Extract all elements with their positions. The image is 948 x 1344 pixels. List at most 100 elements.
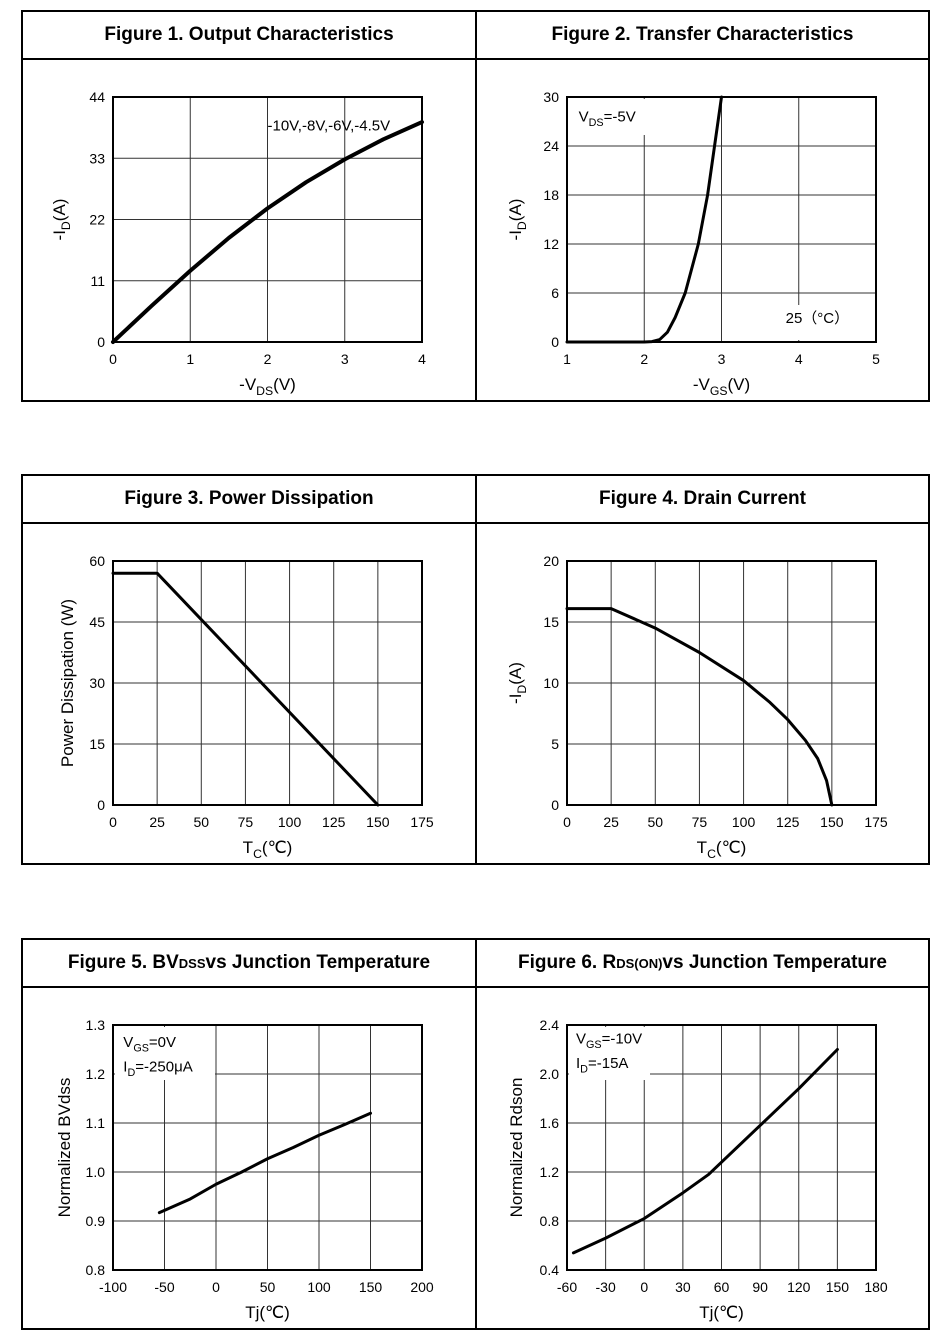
x-tick-label: 175 (864, 814, 888, 830)
y-tick-label: 0.8 (86, 1262, 106, 1278)
x-tick-label: 200 (410, 1279, 434, 1295)
x-tick-label: 2 (264, 351, 272, 367)
x-tick-label: 75 (692, 814, 708, 830)
x-tick-label: -100 (99, 1279, 127, 1295)
series-line (111, 120, 424, 344)
x-tick-label: 25 (603, 814, 619, 830)
x-axis-label: TC(℃) (243, 838, 293, 861)
annotation: VGS=0V (123, 1034, 176, 1055)
x-tick-label: 4 (418, 351, 426, 367)
x-tick-label: 0 (212, 1279, 220, 1295)
plot-frame (112, 560, 423, 806)
chart-2: 1 2 3 4 50612182430VDS=-5V25（°C）-VGS(V)-ID(A… (506, 89, 880, 398)
y-tick-label: 2.4 (540, 1017, 560, 1033)
y-axis-label: -ID(A) (50, 199, 73, 241)
y-tick-label: 18 (543, 187, 559, 203)
x-axis-label: -VGS(V) (693, 375, 750, 398)
figure-title: Figure 4. Drain Current (477, 476, 928, 524)
y-tick-label: 60 (89, 553, 105, 569)
x-tick-label: 60 (714, 1279, 730, 1295)
figure-panel-4: Figure 4. Drain Current (475, 474, 930, 865)
y-tick-label: 10 (543, 675, 559, 691)
figure-title: Figure 3. Power Dissipation (23, 476, 475, 524)
chart-6: -60 -30 0 30 60 90 120 150 180 0.4 0.8 1.2 1.6 2.0 2.4… (507, 1017, 888, 1322)
x-tick-label: 0 (563, 814, 571, 830)
y-tick-label: 44 (89, 89, 105, 105)
x-tick-label: 50 (647, 814, 663, 830)
y-axis-label: -ID(A) (506, 662, 529, 704)
y-tick-label: 0 (97, 334, 105, 350)
x-tick-label: 0 (109, 814, 117, 830)
y-tick-label: 1.3 (86, 1017, 106, 1033)
figure-panel-2: Figure 2. Transfer Characteristics (475, 10, 930, 402)
x-tick-label: 175 (410, 814, 434, 830)
series-line (565, 607, 834, 807)
figure-title: Figure 6. R DS(ON) vs Junction Temperatur… (477, 940, 928, 988)
x-tick-label: 125 (776, 814, 800, 830)
x-tick-label: 180 (864, 1279, 888, 1295)
x-axis-label: Tj(℃) (699, 1303, 744, 1322)
x-tick-label: 125 (322, 814, 346, 830)
plot-frame (566, 560, 877, 806)
x-axis-label: -VDS(V) (239, 375, 296, 398)
x-tick-label: 3 (718, 351, 726, 367)
chart-4: 0 25 50 75 100 125 150 175 0 5 10 15 20 TC(℃) -ID(A) (506, 553, 888, 861)
y-tick-label: 30 (89, 675, 105, 691)
x-tick-label: 120 (787, 1279, 811, 1295)
y-tick-label: 1.2 (86, 1066, 106, 1082)
y-tick-label: 0.4 (540, 1262, 560, 1278)
y-tick-label: 24 (543, 138, 559, 154)
x-tick-label: 100 (732, 814, 756, 830)
annotation: VDS=-5V (579, 109, 636, 130)
x-tick-label: 2 (640, 351, 648, 367)
y-tick-label: 1.2 (540, 1164, 560, 1180)
x-tick-label: 0 (640, 1279, 648, 1295)
x-tick-label: 100 (307, 1279, 331, 1295)
series-line (565, 95, 723, 344)
x-tick-label: 90 (752, 1279, 768, 1295)
series-line (571, 1048, 839, 1255)
y-tick-label: 1.0 (86, 1164, 106, 1180)
figure-panel-6: Figure 6. R DS(ON) vs Junction Temperatur… (475, 938, 930, 1330)
figure-title: Figure 5. BV DSS vs Junction Temperature (23, 940, 475, 988)
annotation: 25（°C） (786, 310, 850, 327)
series-line (111, 571, 380, 807)
x-tick-label: 50 (193, 814, 209, 830)
x-tick-label: 1 (563, 351, 571, 367)
x-tick-label: 3 (341, 351, 349, 367)
x-tick-label: 25 (149, 814, 165, 830)
y-axis-label: Power Dissipation (W) (58, 599, 77, 767)
annotation: -10V,-8V,-6V,-4.5V (268, 117, 391, 134)
y-tick-label: 15 (543, 614, 559, 630)
y-tick-label: 11 (90, 273, 105, 289)
plot-frame (112, 1024, 423, 1271)
chart-1: 0 1 2 3 4 0 11 22 33 44 -10V,-8V,-6V,-4.5V -VDS(V) -… (50, 89, 426, 398)
plot-frame (112, 96, 423, 343)
x-tick-label: 4 (795, 351, 803, 367)
x-tick-label: -50 (154, 1279, 174, 1295)
y-tick-label: 2.0 (540, 1066, 560, 1082)
x-axis-label: TC(℃) (697, 838, 747, 861)
x-axis-label: Tj(℃) (245, 1303, 290, 1322)
y-tick-label: 0.9 (86, 1213, 106, 1229)
y-tick-label: 22 (89, 212, 105, 228)
x-tick-label: 75 (238, 814, 254, 830)
y-tick-label: 5 (551, 736, 559, 752)
y-tick-label: 0 (551, 334, 559, 350)
y-tick-label: 0 (97, 797, 105, 813)
y-tick-label: 33 (89, 150, 105, 166)
x-tick-label: 30 (675, 1279, 691, 1295)
y-tick-label: 30 (543, 89, 559, 105)
y-tick-label: 0.8 (540, 1213, 560, 1229)
y-tick-label: 1.1 (86, 1115, 106, 1131)
y-tick-label: 12 (543, 236, 559, 252)
y-tick-label: 45 (89, 614, 105, 630)
x-tick-label: 1 (186, 351, 194, 367)
y-axis-label: Normalized BVdss (55, 1078, 74, 1218)
annotation: ID=-15A (576, 1055, 628, 1076)
plot-frame (566, 1024, 877, 1271)
y-tick-label: 6 (551, 285, 559, 301)
figure-title: Figure 2. Transfer Characteristics (477, 12, 928, 60)
x-tick-label: 150 (826, 1279, 850, 1295)
